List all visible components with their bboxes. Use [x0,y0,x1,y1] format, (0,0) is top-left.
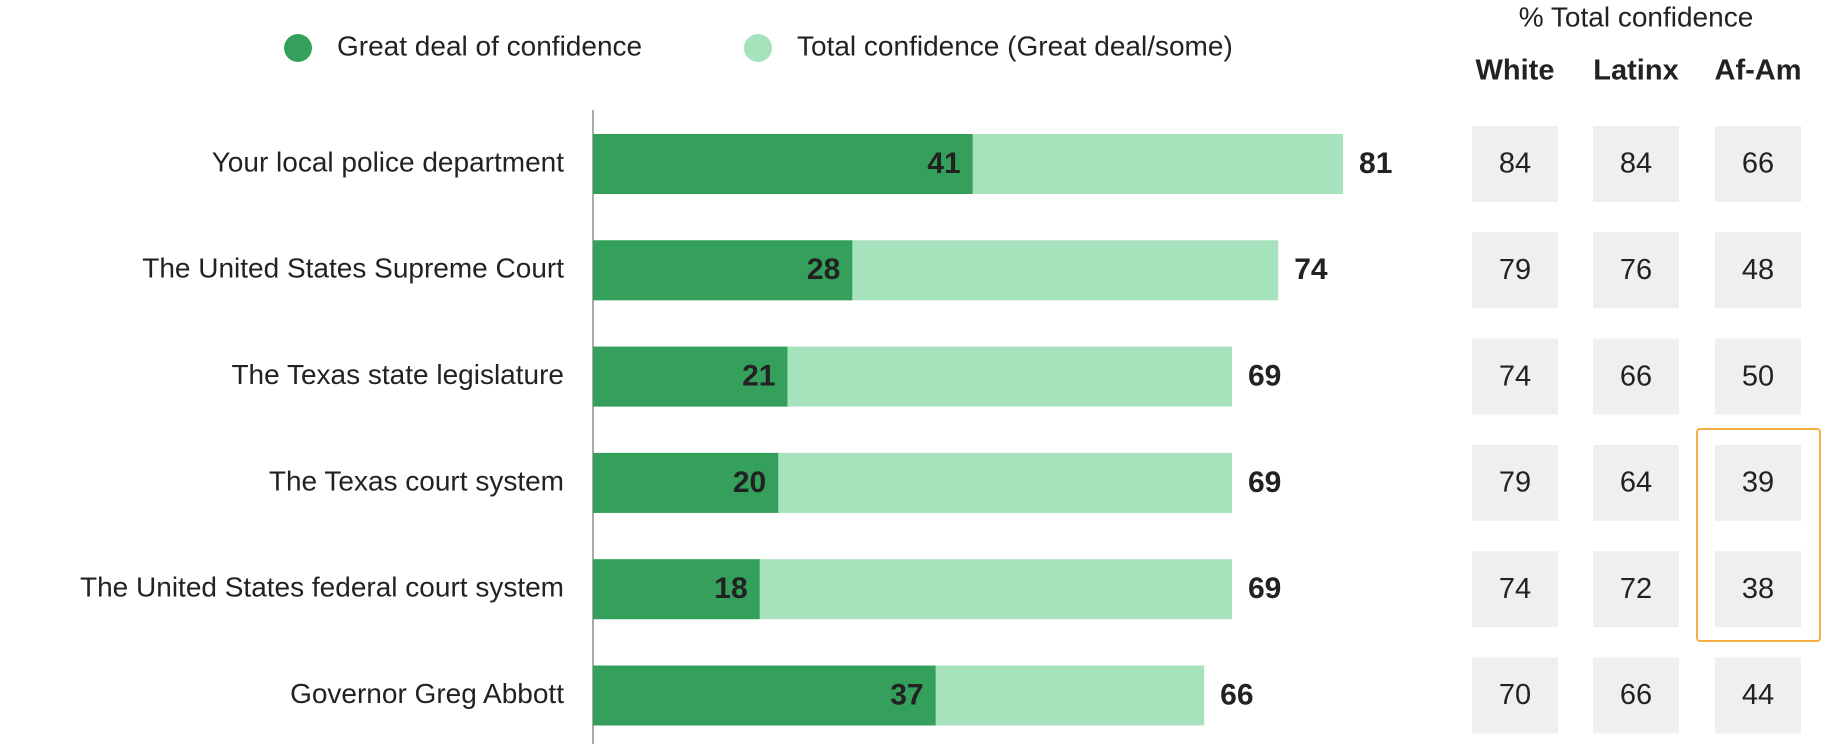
bar [593,346,788,407]
table-value: 84 [1620,148,1652,180]
table-value: 72 [1620,573,1652,605]
table-value: 74 [1499,360,1531,392]
total-label: 69 [1248,360,1281,393]
legend-swatch [284,34,312,62]
table-cell [1715,338,1801,415]
table-cell [1472,657,1558,734]
category-label: The United States Supreme Court [142,253,564,284]
table-value: 79 [1499,467,1531,499]
column-header: Af-Am [1715,55,1802,87]
table-value: 76 [1620,254,1652,286]
total-label: 69 [1248,572,1281,605]
column-header: White [1476,55,1555,87]
total-label: 74 [1294,253,1328,286]
table-cell [1593,444,1679,521]
table-cell [1472,338,1558,415]
table-cell [1593,551,1679,628]
total-label: 81 [1359,147,1392,180]
bar [593,665,936,726]
table-title: % Total confidence [1519,1,1754,32]
table-value: 79 [1499,254,1531,286]
table-cell [1593,126,1679,202]
total-label: 66 [1220,678,1253,711]
legend-label: Great deal of confidence [337,30,642,61]
table-value: 48 [1742,254,1774,286]
table-cell [1715,657,1801,734]
category-label: Your local police department [212,146,565,177]
table-value: 38 [1742,573,1774,605]
table-value: 74 [1499,573,1531,605]
value-label: 28 [807,253,840,286]
table-value: 66 [1620,679,1652,711]
table-value: 70 [1499,679,1531,711]
table-value: 50 [1742,360,1774,392]
legend-swatch [744,34,772,62]
bar [593,240,853,301]
value-label: 37 [890,678,923,711]
table-cell [1472,126,1558,202]
table-cell [1472,444,1558,521]
value-label: 41 [927,147,960,180]
value-label: 20 [733,466,766,499]
table-value: 84 [1499,148,1531,180]
category-label: The Texas court system [269,465,564,496]
bar [593,452,779,513]
bar [593,134,973,194]
category-label: The United States federal court system [80,572,564,603]
category-label: Governor Greg Abbott [290,678,564,709]
table-value: 39 [1742,467,1774,499]
column-header: Latinx [1593,55,1678,87]
table-cell [1715,444,1801,521]
value-label: 21 [742,360,775,393]
table-cell [1715,126,1801,202]
category-label: The Texas state legislature [231,359,564,390]
table-cell [1593,232,1679,309]
table-cell [1593,657,1679,734]
table-cell [1472,551,1558,628]
table-value: 66 [1742,148,1774,180]
value-label: 18 [714,572,747,605]
legend-label: Total confidence (Great deal/some) [797,30,1233,61]
table-value: 64 [1620,467,1652,499]
table-cell [1593,338,1679,415]
table-value: 66 [1620,360,1652,392]
table-cell [1715,232,1801,309]
highlight-box [1696,428,1821,642]
table-cell [1715,551,1801,628]
bar [593,559,760,620]
table-cell [1472,232,1558,309]
total-label: 69 [1248,466,1281,499]
table-value: 44 [1742,679,1774,711]
